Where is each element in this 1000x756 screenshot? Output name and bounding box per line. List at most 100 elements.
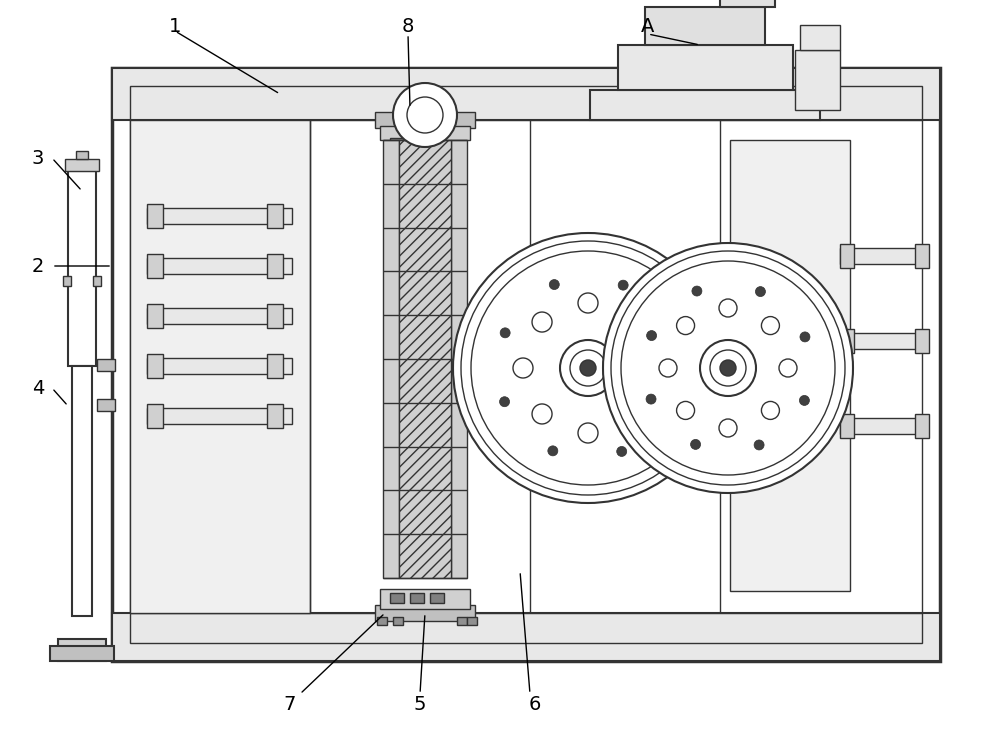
Circle shape: [393, 83, 457, 147]
Bar: [730, 140, 850, 591]
Bar: [720, 0, 775, 7]
Bar: [390, 593, 404, 603]
Bar: [840, 414, 854, 438]
Bar: [267, 254, 283, 278]
Circle shape: [691, 439, 701, 449]
Bar: [840, 244, 854, 268]
Circle shape: [666, 398, 676, 408]
Circle shape: [647, 330, 657, 340]
Circle shape: [646, 394, 656, 404]
Bar: [840, 248, 920, 264]
Circle shape: [578, 293, 598, 313]
Circle shape: [666, 330, 676, 339]
Bar: [457, 617, 467, 625]
Circle shape: [754, 440, 764, 450]
Bar: [147, 354, 163, 378]
Bar: [112, 68, 940, 120]
Bar: [267, 204, 283, 228]
Circle shape: [720, 360, 736, 376]
Bar: [65, 159, 99, 171]
Bar: [112, 613, 940, 661]
Text: 1: 1: [169, 17, 181, 36]
Circle shape: [611, 251, 845, 485]
Circle shape: [643, 358, 663, 378]
Bar: [430, 138, 444, 148]
Bar: [390, 138, 404, 148]
Circle shape: [570, 350, 606, 386]
Bar: [112, 68, 940, 661]
Text: A: A: [641, 17, 655, 36]
Circle shape: [500, 328, 510, 338]
Circle shape: [617, 447, 627, 457]
Circle shape: [532, 312, 552, 332]
Bar: [147, 358, 292, 374]
Circle shape: [677, 401, 695, 420]
Circle shape: [549, 280, 559, 290]
Bar: [375, 605, 475, 621]
Circle shape: [548, 446, 558, 456]
Circle shape: [624, 312, 644, 332]
Bar: [147, 304, 163, 328]
Circle shape: [532, 404, 552, 424]
Circle shape: [659, 359, 677, 377]
Circle shape: [761, 401, 779, 420]
Bar: [393, 617, 403, 625]
Bar: [915, 244, 929, 268]
Text: 8: 8: [402, 17, 414, 36]
Bar: [375, 112, 475, 128]
Bar: [430, 593, 444, 603]
Bar: [451, 140, 467, 578]
Bar: [130, 86, 922, 643]
Circle shape: [618, 280, 628, 290]
Bar: [840, 333, 920, 349]
Bar: [130, 120, 310, 613]
Bar: [795, 50, 840, 110]
Circle shape: [560, 340, 616, 396]
Bar: [840, 329, 854, 353]
Circle shape: [603, 243, 853, 493]
Bar: [147, 254, 163, 278]
Circle shape: [624, 404, 644, 424]
Bar: [800, 25, 840, 50]
Circle shape: [500, 397, 510, 407]
Circle shape: [677, 317, 695, 335]
Bar: [410, 593, 424, 603]
Circle shape: [710, 350, 746, 386]
Bar: [618, 45, 793, 90]
Circle shape: [407, 97, 443, 133]
Bar: [147, 204, 163, 228]
Bar: [147, 308, 292, 324]
Circle shape: [461, 241, 715, 495]
Circle shape: [692, 286, 702, 296]
Circle shape: [761, 317, 779, 335]
Circle shape: [471, 251, 705, 485]
Circle shape: [799, 395, 809, 405]
Bar: [267, 304, 283, 328]
Bar: [590, 90, 820, 120]
Bar: [380, 126, 470, 140]
Circle shape: [755, 287, 765, 296]
Circle shape: [700, 340, 756, 396]
Bar: [267, 404, 283, 428]
Bar: [93, 276, 101, 286]
Bar: [147, 404, 163, 428]
Bar: [399, 140, 451, 578]
Bar: [147, 208, 292, 224]
Text: 2: 2: [32, 256, 44, 275]
Bar: [97, 399, 115, 411]
Bar: [63, 276, 71, 286]
Bar: [380, 589, 470, 609]
Bar: [267, 354, 283, 378]
Bar: [377, 617, 387, 625]
Bar: [915, 414, 929, 438]
Circle shape: [719, 419, 737, 437]
Bar: [50, 646, 114, 661]
Bar: [467, 617, 477, 625]
Circle shape: [513, 358, 533, 378]
Bar: [76, 151, 88, 159]
Circle shape: [453, 233, 723, 503]
Bar: [68, 171, 96, 366]
Bar: [147, 258, 292, 274]
Bar: [720, 360, 736, 376]
Bar: [915, 329, 929, 353]
